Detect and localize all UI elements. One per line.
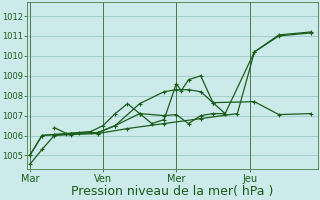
X-axis label: Pression niveau de la mer( hPa ): Pression niveau de la mer( hPa )	[71, 185, 274, 198]
